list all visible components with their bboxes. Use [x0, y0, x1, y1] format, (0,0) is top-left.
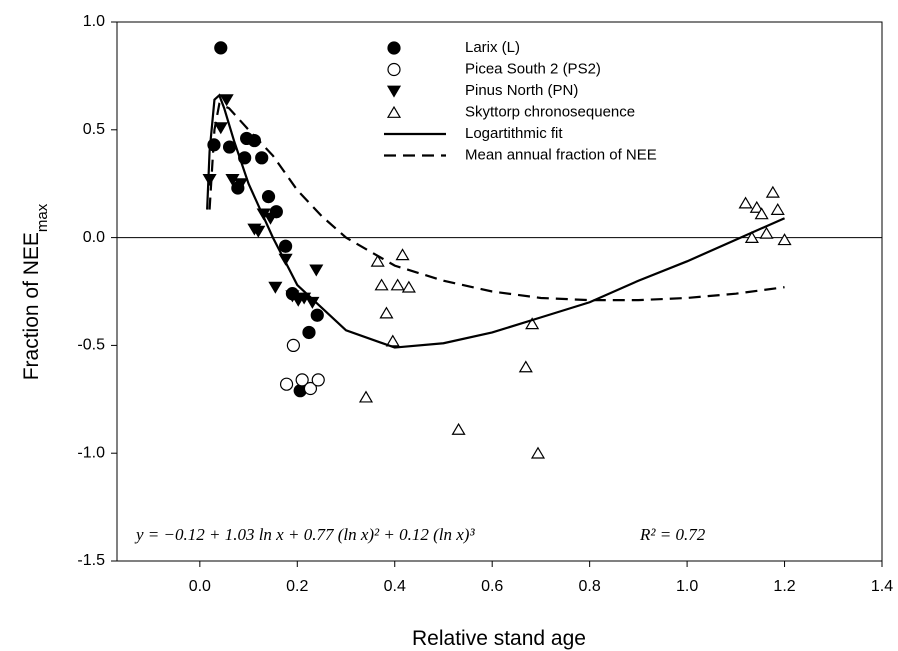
y-tick-label: 1.0 [83, 13, 105, 30]
point [303, 381, 318, 396]
y-tick-label: 0.0 [83, 229, 105, 246]
point [358, 390, 374, 403]
fit-line [206, 93, 785, 349]
point [749, 200, 764, 213]
equation: y = −0.12 + 1.03 ln x + 0.77 (ln x)² + 0… [134, 525, 475, 544]
point [255, 151, 269, 165]
point [525, 317, 540, 330]
y-tick-label: -1.5 [77, 552, 105, 569]
legend-label: Skyttorp chronosequence [465, 103, 635, 120]
point [310, 308, 324, 322]
y-tick-label: 0.5 [83, 121, 105, 138]
point [309, 264, 324, 277]
x-tick-label: 0.4 [384, 578, 406, 595]
x-tick-label: 0.2 [286, 578, 308, 595]
y-axis-label-sub: max [34, 203, 51, 232]
point [374, 278, 389, 291]
point [754, 207, 769, 220]
point [279, 377, 294, 391]
legend-symbol [386, 105, 402, 118]
point [263, 212, 278, 225]
point [518, 360, 533, 373]
point [268, 281, 283, 294]
point [214, 41, 228, 55]
point [286, 338, 300, 352]
point [261, 190, 276, 204]
x-tick-label: 1.4 [871, 578, 893, 595]
y-tick-label: -1.0 [77, 444, 105, 461]
point [777, 233, 792, 246]
legend-label: Logartithmic fit [465, 125, 563, 142]
legend-label: Larix (L) [465, 39, 520, 56]
point [219, 94, 234, 107]
point [278, 239, 293, 253]
point [738, 196, 753, 209]
point [770, 202, 785, 215]
x-tick-label: 0.8 [579, 578, 601, 595]
legend-symbol [387, 62, 401, 77]
legend-symbol [387, 41, 401, 55]
y-axis-label: Fraction of NEEmax [20, 203, 51, 380]
point [370, 254, 385, 267]
point [390, 278, 405, 291]
x-tick-label: 1.2 [773, 578, 795, 595]
point [302, 325, 316, 340]
y-tick-label: -0.5 [77, 337, 105, 354]
point [401, 280, 416, 293]
legend-label: Picea South 2 (PS2) [465, 60, 601, 77]
x-tick-label: 0.0 [189, 578, 211, 595]
point [251, 225, 266, 238]
point [451, 422, 466, 435]
point [765, 185, 780, 198]
plot-frame [116, 21, 883, 562]
point [295, 373, 309, 387]
point [395, 248, 410, 261]
x-tick-label: 0.6 [481, 578, 503, 595]
point [233, 178, 248, 191]
legend-label: Mean annual fraction of NEE [465, 146, 657, 163]
legend-label: Pinus North (PN) [465, 82, 578, 99]
point [744, 231, 759, 243]
point [530, 446, 546, 459]
r-squared: R² = 0.72 [639, 525, 706, 544]
y-axis-label-main: Fraction of NEE [20, 232, 43, 380]
legend-symbol [386, 85, 402, 98]
point [311, 373, 325, 387]
x-axis-label: Relative stand age [412, 627, 586, 650]
point [759, 226, 774, 239]
x-tick-label: 1.0 [676, 578, 698, 595]
fit-line [208, 102, 785, 302]
point [213, 122, 228, 135]
point [379, 306, 394, 319]
